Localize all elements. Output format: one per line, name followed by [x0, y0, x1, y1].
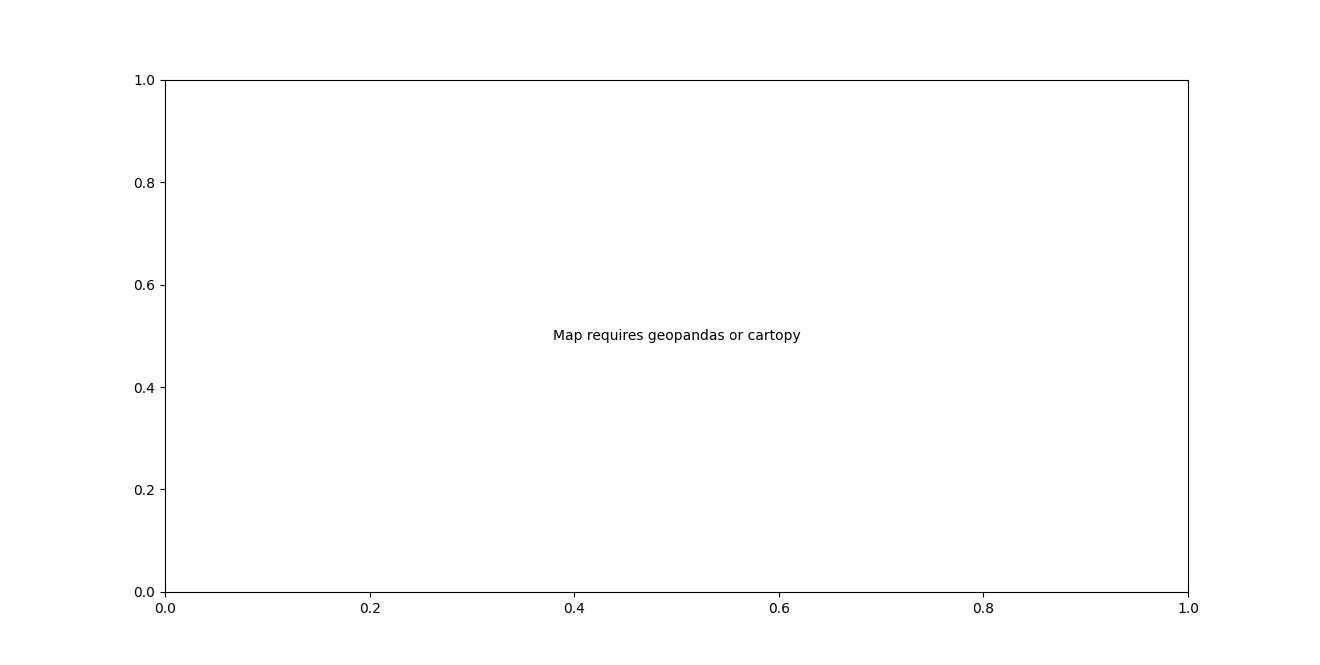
Text: Map requires geopandas or cartopy: Map requires geopandas or cartopy	[553, 329, 800, 343]
